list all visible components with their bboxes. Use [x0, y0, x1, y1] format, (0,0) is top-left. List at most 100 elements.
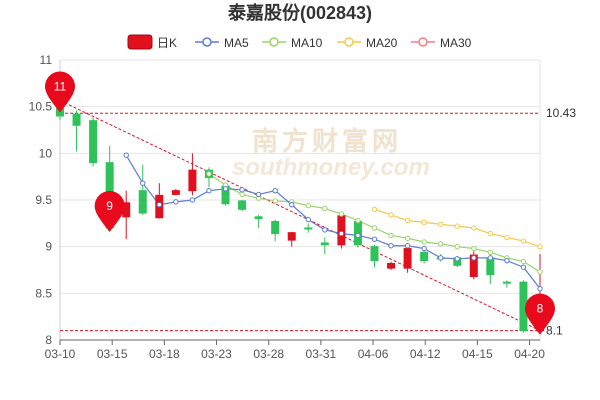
candle-body [72, 113, 81, 126]
candle-body [287, 232, 296, 241]
candle-body [271, 220, 280, 235]
candle [138, 164, 147, 215]
ma5-point [289, 201, 295, 208]
ref-label-low: 8.1 [546, 324, 563, 338]
legend-ma20[interactable]: MA20 [337, 36, 398, 50]
price-markers: 11 9 8 [45, 71, 555, 335]
ma5-point [173, 199, 179, 205]
watermark-cn: 南方财富网 [252, 126, 402, 156]
ma10-point [239, 191, 245, 198]
legend-ma5-label: MA5 [224, 36, 249, 50]
candle-body [89, 120, 98, 164]
ma10-point [471, 245, 477, 252]
ref-label-high: 10.43 [546, 106, 576, 120]
candle-body [502, 281, 511, 284]
ma10-point [388, 232, 394, 239]
x-tick-label: 03-31 [306, 347, 337, 361]
ma5-point [537, 285, 543, 292]
legend-kline[interactable]: 日K [127, 34, 177, 50]
candle [370, 244, 379, 268]
candle [271, 219, 280, 242]
legend-ma10-label: MA10 [291, 36, 323, 50]
ma5-point [520, 264, 527, 270]
ma10-point [338, 211, 345, 217]
price-marker: 8 [525, 293, 555, 335]
candle-body [469, 254, 478, 278]
ma5-point [255, 191, 262, 198]
ma10-point [322, 205, 328, 212]
candle-body [403, 248, 412, 269]
ma5-point [140, 180, 146, 186]
candle [502, 280, 511, 288]
candle [155, 183, 164, 219]
candle [287, 231, 296, 247]
ma20-point [487, 230, 494, 237]
x-tick-label: 03-10 [45, 347, 76, 361]
y-tick-label: 11 [40, 53, 53, 67]
y-tick-label: 8 [45, 333, 52, 347]
ma5-point [487, 255, 494, 261]
candle [171, 188, 180, 196]
ma10-point [371, 225, 378, 231]
ma5-point [322, 227, 328, 233]
candle [238, 200, 247, 212]
legend-ma30-label: MA30 [440, 36, 472, 50]
trend-line [59, 100, 541, 332]
candle-body [304, 227, 313, 230]
ma20-point [388, 212, 394, 218]
candle [188, 153, 197, 196]
ma20-point [371, 206, 378, 213]
ma10-point [305, 202, 311, 209]
price-marker-pin [525, 293, 555, 335]
candle-body [138, 190, 147, 214]
x-tick-label: 04-12 [410, 347, 441, 361]
candle-body [370, 246, 379, 262]
x-tick-label: 04-20 [514, 347, 545, 361]
candle-body [420, 251, 429, 262]
candle [89, 117, 98, 167]
legend-ma30-dot [418, 37, 428, 47]
price-marker-pin [94, 191, 125, 232]
legend-kline-swatch [127, 34, 153, 50]
ma10-point [437, 241, 444, 247]
ma5-point [421, 245, 427, 252]
legend-ma20-label: MA20 [366, 36, 398, 50]
y-tick-label: 9 [45, 240, 52, 254]
ma20-point [404, 217, 411, 224]
legend-ma5-dot [202, 37, 212, 47]
candle-body [188, 169, 197, 192]
candle [387, 261, 396, 270]
x-axis: 03-10 03-15 03-18 03-23 03-28 03-31 04-06 04-12… [45, 339, 545, 361]
y-tick-label: 10.5 [29, 100, 53, 114]
x-tick-label: 03-28 [253, 347, 284, 361]
watermark: 南方财富网 southmoney.com [232, 126, 430, 181]
ma10-point [537, 269, 543, 275]
candle-body [238, 200, 247, 210]
ma10-point [206, 171, 212, 177]
ma5-point [206, 187, 212, 194]
ma5-point [355, 232, 361, 239]
y-tick-label: 9.5 [35, 193, 52, 207]
price-marker: 11 [45, 71, 75, 113]
y-tick-label: 10 [39, 146, 53, 160]
legend-ma10[interactable]: MA10 [262, 36, 323, 50]
price-marker: 9 [94, 191, 125, 232]
legend-ma30[interactable]: MA30 [411, 36, 472, 50]
ma20-point [471, 225, 477, 231]
candle [254, 214, 263, 228]
candle-body [337, 215, 346, 246]
ma5-point [272, 187, 278, 194]
ma10-point [421, 239, 427, 245]
legend-ma5[interactable]: MA5 [195, 36, 249, 50]
candle [72, 110, 81, 152]
price-marker-label: 8 [537, 302, 544, 316]
x-tick-label: 04-06 [358, 347, 389, 361]
ma5-point [338, 230, 345, 237]
y-axis: 8 8.5 9 9.5 10 10.5 11 [29, 53, 53, 347]
candle [403, 246, 412, 273]
candle [122, 190, 131, 240]
x-tick-label: 03-15 [97, 347, 128, 361]
ma10-point [520, 258, 527, 265]
ma5-point [471, 255, 477, 261]
